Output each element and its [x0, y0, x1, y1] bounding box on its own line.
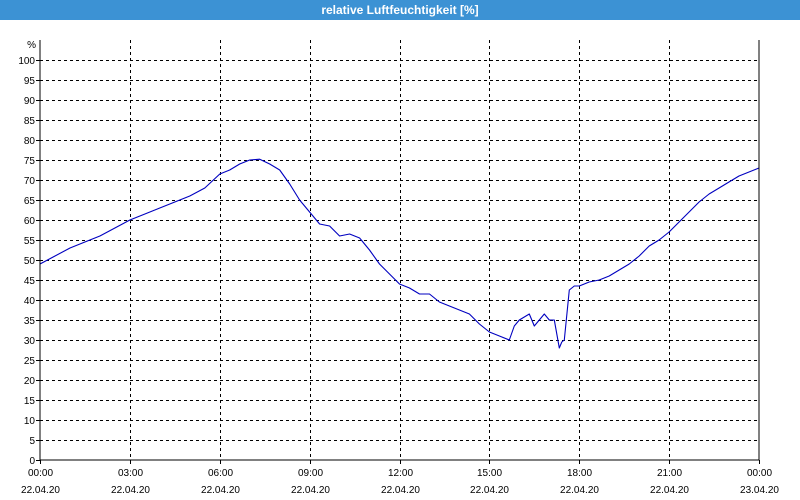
y-tick-label: 25	[24, 356, 36, 367]
x-tick-time-label: 18:00	[567, 468, 592, 479]
y-tick-label: 45	[24, 276, 36, 287]
y-tick-label: 20	[24, 376, 36, 387]
x-tick-date-label: 22.04.20	[650, 485, 689, 496]
y-tick-label: 30	[24, 336, 36, 347]
chart-area: 0 5 10 15 20 25 30 35 40 45 50 55 60 65 70 75 80 85 90 95 10…	[0, 20, 800, 500]
y-tick-label: 90	[24, 96, 36, 107]
y-tick-label: 35	[24, 316, 36, 327]
x-tick-date-label: 22.04.20	[111, 485, 150, 496]
y-tick-label: 10	[24, 416, 36, 427]
y-tick-label: 60	[24, 216, 36, 227]
x-tick-time-label: 21:00	[657, 468, 682, 479]
y-tick-label: 0	[29, 456, 35, 467]
x-tick-time-label: 00:00	[28, 468, 53, 479]
plot-background	[40, 40, 759, 460]
x-tick-date-label: 22.04.20	[21, 485, 60, 496]
x-tick-time-label: 15:00	[477, 468, 502, 479]
x-tick-date-label: 22.04.20	[291, 485, 330, 496]
y-tick-label: 40	[24, 296, 36, 307]
x-tick-time-label: 00:00	[747, 468, 772, 479]
humidity-series-line	[39, 158, 760, 349]
y-tick-label: 95	[24, 76, 36, 87]
x-tick-time-label: 12:00	[388, 468, 413, 479]
y-tick-label: 100	[18, 56, 35, 67]
chart-title: relative Luftfeuchtigkeit [%]	[0, 0, 800, 20]
y-tick-label: 15	[24, 396, 36, 407]
y-tick-label: 5	[29, 436, 35, 447]
x-tick-date-label: 22.04.20	[560, 485, 599, 496]
y-tick-label: 50	[24, 256, 36, 267]
x-tick-date-label: 23.04.20	[740, 485, 779, 496]
y-tick-label: 85	[24, 116, 36, 127]
x-tick-date-label: 22.04.20	[470, 485, 509, 496]
y-tick-label: 75	[24, 156, 36, 167]
humidity-line-chart: 0 5 10 15 20 25 30 35 40 45 50 55 60 65 70 75 80 85 90 95 10…	[18, 40, 779, 496]
y-tick-label: 55	[24, 236, 36, 247]
x-tick-time-label: 03:00	[118, 468, 143, 479]
y-axis-unit-label: %	[27, 40, 36, 51]
y-tick-label: 65	[24, 196, 36, 207]
x-tick-date-label: 22.04.20	[201, 485, 240, 496]
x-tick-time-label: 06:00	[208, 468, 233, 479]
x-tick-date-label: 22.04.20	[381, 485, 420, 496]
y-tick-label: 80	[24, 136, 36, 147]
x-tick-time-label: 09:00	[298, 468, 323, 479]
y-tick-label: 70	[24, 176, 36, 187]
